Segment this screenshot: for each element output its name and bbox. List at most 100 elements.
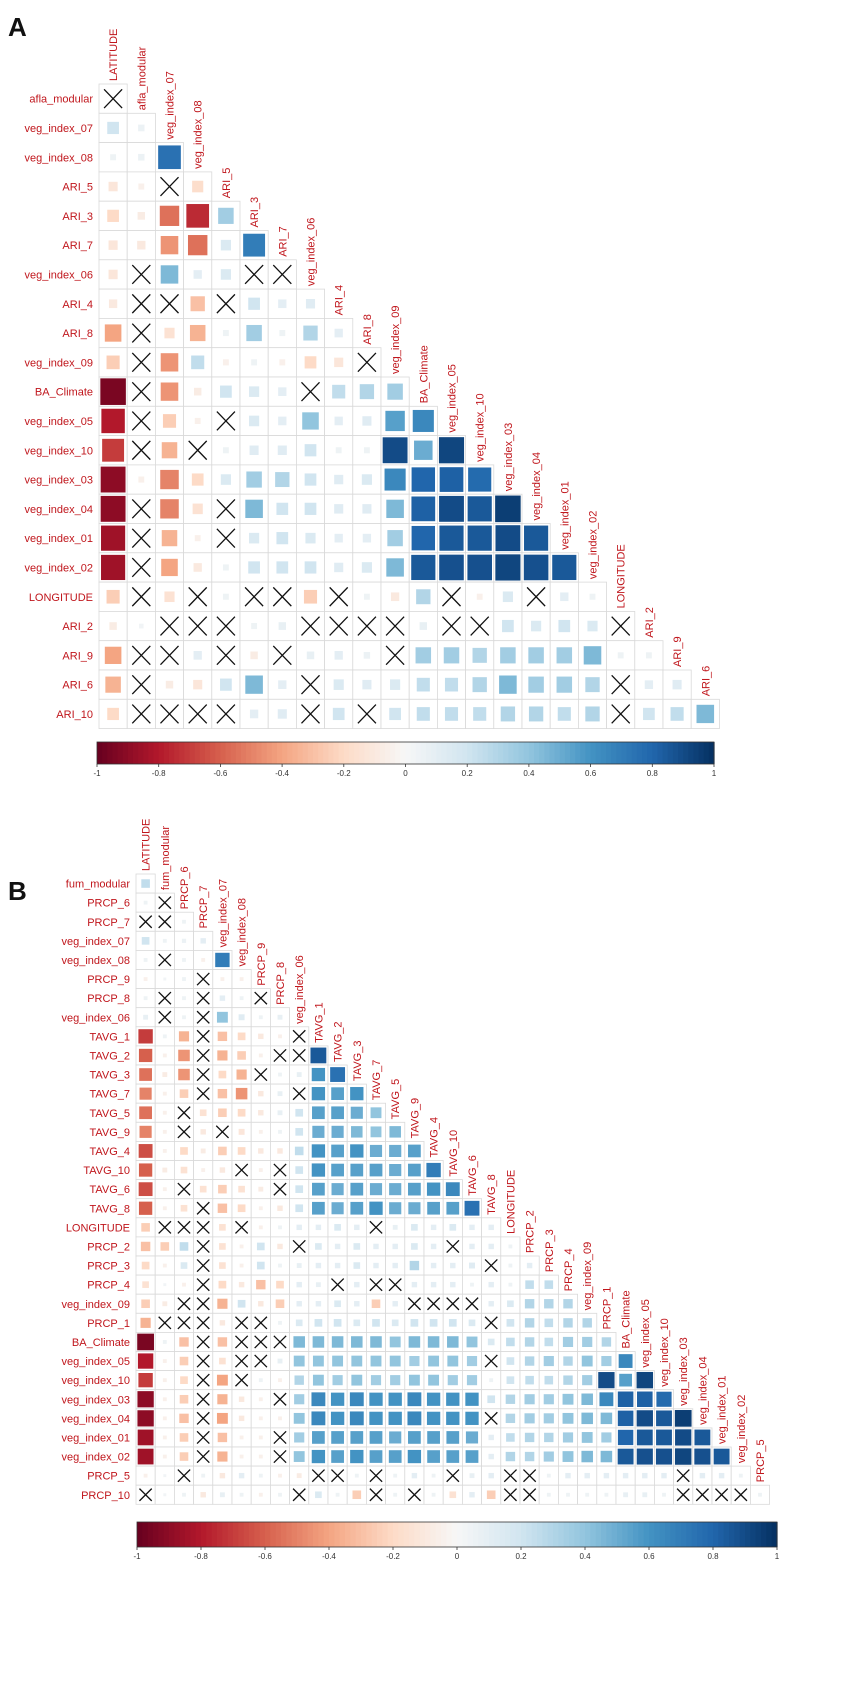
colorbar-segment (355, 1522, 362, 1547)
correlation-square (162, 1187, 167, 1192)
correlation-square (411, 1472, 418, 1479)
correlation-square (389, 1202, 402, 1215)
correlation-square (473, 707, 487, 721)
colorbar-segment (761, 1522, 767, 1547)
nonsignificant-x-mark (196, 991, 210, 1005)
correlation-square (306, 651, 315, 660)
nonsignificant-x-mark (388, 1278, 402, 1292)
colorbar-segment (238, 1522, 245, 1547)
correlation-square (330, 1392, 345, 1406)
correlation-square (495, 525, 521, 552)
correlation-square (180, 1204, 188, 1212)
correlation-square (258, 1053, 263, 1058)
correlation-square (278, 1263, 282, 1268)
correlation-square (645, 652, 652, 659)
correlation-square (508, 1282, 513, 1287)
colorbar-segment (446, 1522, 453, 1547)
correlation-square (495, 495, 521, 523)
correlation-square (444, 707, 459, 721)
colorbar-segment (515, 1522, 522, 1547)
correlation-square (623, 1492, 629, 1498)
correlation-square (331, 1431, 344, 1444)
correlation-square (386, 499, 404, 519)
column-label: veg_index_10 (475, 393, 487, 462)
colorbar-segment (312, 742, 319, 764)
correlation-square (508, 1263, 513, 1268)
colorbar-segment (665, 1522, 671, 1547)
colorbar-segment (410, 742, 417, 764)
colorbar-segment (334, 1522, 341, 1547)
colorbar-segment (359, 742, 365, 764)
column-label: PRCP_5 (755, 1439, 767, 1482)
correlation-square (219, 995, 226, 1001)
correlation-square (161, 558, 178, 577)
correlation-square (411, 1243, 418, 1250)
nonsignificant-x-mark (158, 991, 172, 1005)
correlation-square (141, 1261, 150, 1270)
correlation-square (275, 472, 290, 488)
nonsignificant-x-mark (244, 264, 264, 285)
nonsignificant-x-mark (160, 645, 179, 666)
nonsignificant-x-mark (470, 616, 490, 636)
nonsignificant-x-mark (131, 586, 151, 607)
correlation-square (311, 1411, 326, 1426)
colorbar-segment (174, 1522, 181, 1547)
nonsignificant-x-mark (216, 499, 236, 519)
correlation-square (303, 589, 318, 604)
correlation-square (100, 378, 126, 405)
correlation-square (104, 646, 122, 664)
colorbar-segment (190, 1522, 197, 1547)
nonsignificant-x-mark (407, 1297, 422, 1311)
correlation-square (219, 1320, 226, 1326)
correlation-square (488, 1453, 494, 1460)
colorbar-segment (595, 1522, 602, 1547)
correlation-square (392, 1224, 398, 1230)
correlation-square (258, 1015, 263, 1020)
correlation-square (581, 1412, 593, 1425)
correlation-square (180, 1262, 188, 1269)
colorbar-segment (554, 742, 561, 764)
correlation-square (601, 1337, 612, 1347)
colorbar-segment (667, 742, 674, 764)
nonsignificant-x-mark (158, 1316, 172, 1330)
colorbar-segment (195, 1522, 202, 1547)
correlation-square (385, 410, 405, 432)
correlation-square (293, 1355, 305, 1367)
colorbar-segment (528, 742, 535, 764)
nonsignificant-x-mark (196, 1048, 210, 1063)
correlation-square (258, 1206, 263, 1211)
nonsignificant-x-mark (177, 1469, 191, 1483)
correlation-square (182, 977, 186, 981)
correlation-square (222, 564, 229, 571)
correlation-square (315, 1301, 322, 1307)
correlation-square (393, 1473, 398, 1478)
colorbar-segment (292, 742, 299, 764)
correlation-square (351, 1126, 363, 1138)
correlation-square (137, 1448, 154, 1465)
correlation-square (249, 415, 260, 427)
row-label: PRCP_10 (81, 1490, 130, 1502)
colorbar-segment (184, 742, 191, 764)
correlation-square (182, 1492, 186, 1497)
correlation-square (524, 1394, 535, 1405)
correlation-square (258, 1225, 263, 1230)
colorbar-segment (559, 742, 566, 764)
nonsignificant-x-mark (131, 323, 151, 343)
colorbar-tick-label: 0.6 (643, 1552, 655, 1561)
correlation-square (506, 1376, 515, 1384)
colorbar-segment (287, 742, 293, 764)
colorbar-segment (204, 742, 211, 764)
correlation-square (439, 467, 464, 492)
correlation-square (415, 647, 432, 664)
correlation-square (237, 1032, 246, 1041)
correlation-square (258, 1416, 263, 1421)
colorbar-segment (647, 742, 653, 764)
correlation-square (142, 1281, 149, 1288)
row-label: LONGITUDE (66, 1222, 130, 1234)
correlation-square (178, 1068, 190, 1081)
correlation-square (216, 1412, 228, 1424)
correlation-square (524, 1356, 535, 1366)
correlation-square (599, 1392, 614, 1407)
correlation-square (304, 473, 317, 486)
correlation-square (656, 1391, 672, 1407)
